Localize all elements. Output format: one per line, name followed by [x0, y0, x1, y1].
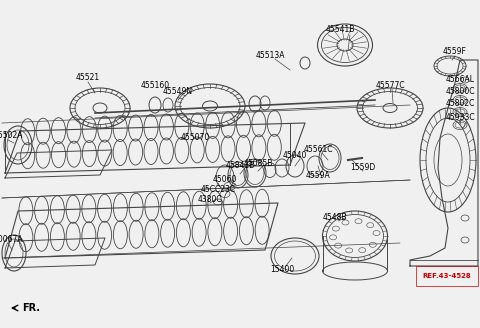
Text: 45040: 45040 — [283, 152, 307, 160]
Text: 15400: 15400 — [270, 265, 294, 275]
FancyBboxPatch shape — [2, 2, 478, 326]
Text: 45802C: 45802C — [445, 99, 475, 109]
Text: 455070: 455070 — [180, 133, 210, 142]
Text: 45549N: 45549N — [163, 87, 193, 95]
Text: 45CC23C: 45CC23C — [201, 186, 236, 195]
Text: 45800C: 45800C — [445, 88, 475, 96]
Text: 455160: 455160 — [141, 81, 169, 91]
Text: REF.43-4528: REF.43-4528 — [422, 273, 471, 279]
Text: 45933C: 45933C — [445, 113, 475, 121]
Text: 4559F: 4559F — [443, 48, 467, 56]
Text: 1559D: 1559D — [350, 163, 376, 173]
Text: 4548B: 4548B — [323, 214, 347, 222]
Text: 45060: 45060 — [213, 175, 237, 184]
Text: 45521: 45521 — [76, 73, 100, 83]
Text: 45561C: 45561C — [303, 146, 333, 154]
Text: 45841B: 45841B — [226, 161, 254, 171]
Text: 45577C: 45577C — [375, 81, 405, 91]
Text: 40067A: 40067A — [0, 236, 23, 244]
Text: 45541B: 45541B — [325, 26, 355, 34]
Text: 45513A: 45513A — [255, 51, 285, 60]
Text: 4559A: 4559A — [306, 171, 330, 179]
Text: 4380C: 4380C — [198, 195, 222, 204]
Text: 45502A: 45502A — [0, 132, 23, 140]
Text: FR.: FR. — [22, 303, 40, 313]
Text: 45085B: 45085B — [243, 158, 273, 168]
Text: 4566AL: 4566AL — [445, 75, 475, 85]
